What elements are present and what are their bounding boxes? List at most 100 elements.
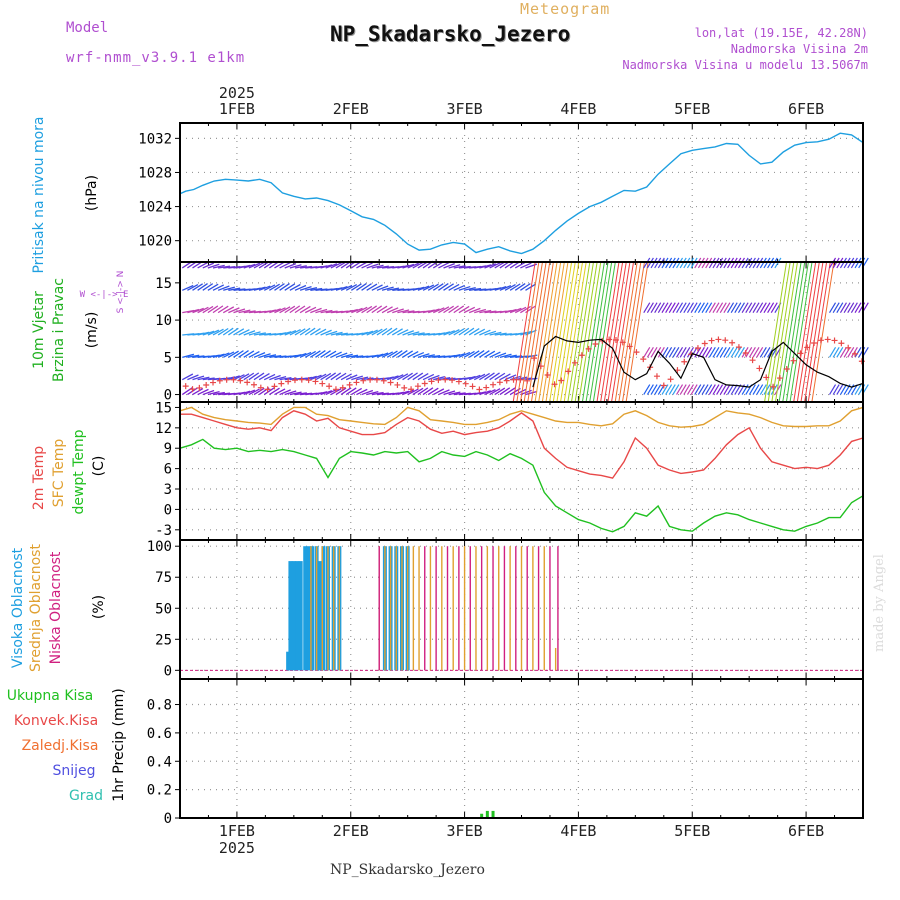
wind-barb: [600, 261, 624, 403]
wind-gust-marker: [285, 378, 292, 385]
wind-barb: [847, 302, 855, 313]
wind-barb: [212, 264, 225, 269]
wind-barb: [618, 261, 642, 403]
wind-barb: [253, 372, 265, 381]
wind-barb: [525, 390, 538, 396]
wind-gust-marker: [531, 355, 538, 362]
wind-barb: [366, 283, 378, 291]
wind-barb: [299, 327, 311, 336]
wind-barb: [402, 263, 415, 269]
wind-barb: [494, 372, 506, 381]
wind-gust-marker: [483, 384, 490, 391]
wind-barb: [843, 302, 851, 313]
wind-gust-marker: [626, 343, 633, 350]
cloud-bar: [291, 561, 296, 671]
cloud-bar: [318, 561, 323, 671]
wind-barb: [289, 283, 301, 291]
wind-barb: [489, 331, 502, 336]
wind-barb: [325, 388, 337, 396]
wind-barb: [443, 330, 455, 336]
wind-barb: [839, 302, 847, 313]
wind-barb: [422, 387, 434, 396]
wind-barb: [843, 347, 851, 358]
wind-barb: [756, 302, 764, 313]
wind-barb: [782, 261, 806, 403]
wind-barb: [192, 283, 203, 291]
wind-barb: [253, 352, 266, 358]
wind-gust-marker: [435, 377, 442, 384]
wind-barb: [422, 354, 435, 358]
wind-barb: [197, 388, 209, 396]
wind-barb: [391, 328, 403, 336]
wind-barb: [402, 310, 415, 314]
wind-barb: [263, 387, 275, 396]
wind-barb: [217, 327, 229, 336]
wind-barb: [197, 282, 208, 291]
wind-barb: [767, 302, 775, 313]
wind-barb: [182, 353, 195, 358]
date-label-bottom: 2FEB: [333, 822, 369, 840]
wind-barb: [351, 307, 363, 314]
wind-barb: [832, 302, 840, 313]
lonlat-label: lon,lat (19.15E, 42.28N): [694, 26, 868, 40]
wind-barb: [463, 327, 475, 336]
wind-barb: [279, 331, 292, 336]
ytick-label: 15: [155, 276, 172, 292]
wind-barb: [625, 261, 649, 403]
wind-barb: [299, 351, 312, 358]
wind-barb: [433, 376, 446, 381]
wind-barb: [563, 261, 587, 403]
wind-barb: [427, 374, 440, 381]
wind-gust-marker: [312, 378, 319, 385]
wind-gust-marker: [455, 378, 462, 385]
wind-barb: [690, 347, 698, 358]
wind-barb: [611, 261, 635, 403]
wind-barb: [371, 264, 384, 269]
cloud-bar: [321, 546, 326, 671]
wind-barb: [197, 376, 210, 381]
wind-barb: [578, 261, 602, 403]
wind-barb: [756, 347, 764, 358]
wind-gust-marker: [838, 340, 845, 347]
wind-barb: [519, 283, 531, 291]
ytick-label: 1028: [138, 165, 172, 181]
wind-barb: [233, 374, 245, 381]
wind-barb: [228, 350, 239, 358]
wind-barb: [299, 285, 312, 291]
wind-barb: [361, 330, 374, 336]
wind-barb: [479, 390, 491, 396]
ytick-label: 25: [155, 632, 172, 648]
wind-barb: [829, 347, 837, 358]
wind-barb: [258, 353, 271, 358]
year-label-bottom: 2025: [219, 839, 255, 857]
wind-gust-marker: [469, 383, 476, 390]
wind-gust-marker: [811, 340, 818, 347]
wind-barb: [504, 283, 516, 291]
wind-barb: [192, 375, 205, 381]
wind-barb: [694, 384, 702, 395]
wind-barb: [679, 302, 687, 313]
wind-barb: [525, 283, 537, 291]
wind-barb: [453, 284, 466, 291]
wind-barb: [407, 372, 418, 381]
wind-barb: [187, 354, 200, 358]
wind-barb: [458, 305, 470, 314]
wind-barb: [438, 331, 451, 336]
wind-barb: [514, 306, 527, 314]
wind-barb: [701, 347, 709, 358]
wind-barb: [748, 302, 756, 313]
wind-barb: [654, 384, 662, 395]
wind-barb: [417, 387, 429, 396]
wind-barb: [381, 306, 393, 314]
wind-unit: (m/s): [84, 312, 100, 349]
wind-barb: [479, 350, 490, 358]
wind-barb: [315, 373, 327, 381]
wind-barb: [371, 391, 384, 396]
wind-barb: [479, 264, 492, 269]
t2m-label: 2m Temp: [31, 446, 47, 510]
wind-barb: [325, 350, 337, 358]
dewpt-line: [179, 438, 864, 533]
wind-barb: [274, 283, 285, 291]
wind-barb: [499, 284, 512, 291]
wind-barb: [494, 332, 507, 336]
